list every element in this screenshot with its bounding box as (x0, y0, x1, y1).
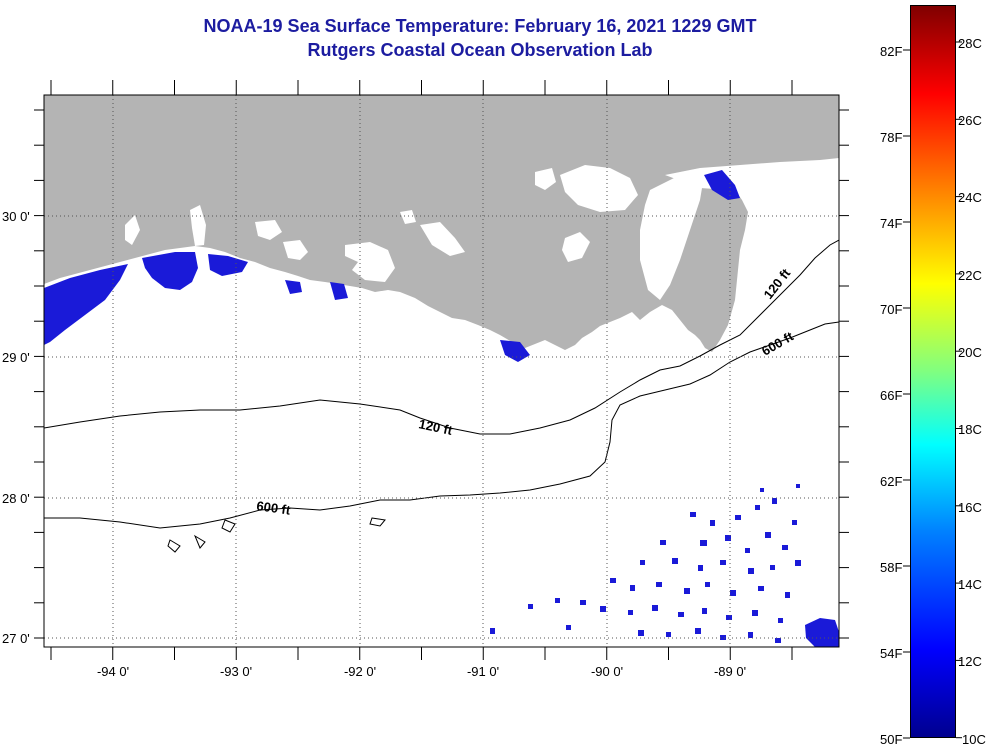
lat-label: 29 0' (2, 350, 30, 365)
chandeleur-sound (640, 170, 705, 300)
longitude-axis: -94 0' -93 0' -92 0' -91 0' -90 0' -89 0… (97, 664, 746, 679)
map-subtitle: Rutgers Coastal Ocean Observation Lab (307, 40, 653, 60)
sst-cold-patches (44, 170, 839, 647)
lat-label: 30 0' (2, 209, 30, 224)
latitude-axis: 30 0' 29 0' 28 0' 27 0' (2, 209, 30, 646)
lake-borgne (535, 168, 556, 190)
bathymetry-contours (44, 239, 839, 553)
contour-label-600ft-west: 600 ft (256, 498, 292, 518)
grand-lake (345, 242, 395, 282)
temperature-colorbar (910, 5, 956, 738)
lon-label: -93 0' (220, 664, 252, 679)
lake-maurepas (562, 232, 590, 262)
contour-label-120ft-west: 120 ft (417, 416, 454, 438)
land-mass (44, 95, 839, 352)
lake-calcasieu (283, 240, 308, 260)
axis-ticks (34, 80, 849, 660)
map-frame (43, 94, 840, 648)
lon-label: -90 0' (591, 664, 623, 679)
graticule (44, 95, 839, 647)
lon-label: -94 0' (97, 664, 129, 679)
sabine-lake (190, 205, 206, 246)
lat-label: 27 0' (2, 631, 30, 646)
lake-pontchartrain (560, 165, 638, 212)
contour-600ft (44, 321, 839, 529)
lon-label: -92 0' (344, 664, 376, 679)
map-title: NOAA-19 Sea Surface Temperature: Februar… (203, 16, 757, 36)
contour-120ft (44, 239, 839, 435)
lon-label: -89 0' (714, 664, 746, 679)
galveston-bay (125, 215, 140, 245)
lake-white (255, 220, 282, 240)
sst-scattered-pixels (490, 484, 801, 643)
lat-label: 28 0' (2, 491, 30, 506)
atchafalaya-bay (420, 222, 465, 256)
lon-label: -91 0' (467, 664, 499, 679)
vermilion-bay (400, 210, 416, 224)
